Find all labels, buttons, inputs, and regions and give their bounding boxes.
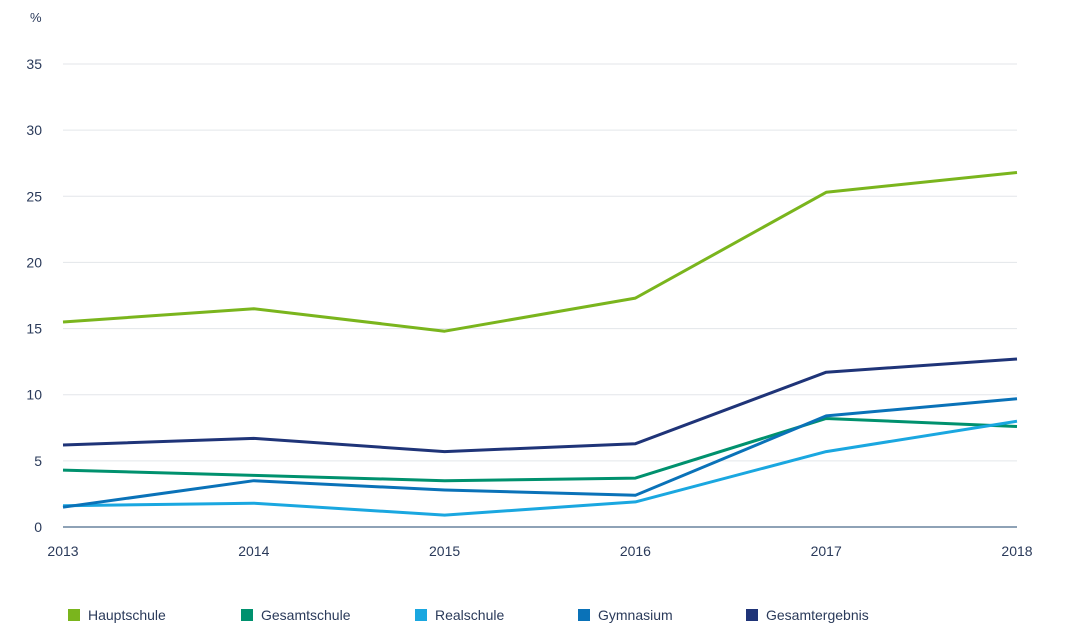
y-unit-label: % xyxy=(30,10,42,25)
series-line-gymnasium xyxy=(62,397,1018,509)
legend-item: Hauptschule xyxy=(68,607,166,623)
x-tick-label: 2018 xyxy=(1001,543,1032,559)
series-line-gesamtergebnis xyxy=(62,357,1018,454)
series-line-realschule xyxy=(62,419,1018,517)
y-tick-label: 5 xyxy=(34,453,42,469)
legend-label: Hauptschule xyxy=(88,607,166,623)
x-tick-label: 2015 xyxy=(429,543,460,559)
y-tick-label: 15 xyxy=(26,321,42,337)
series-line-gesamtschule xyxy=(62,417,1018,483)
y-tick-label: 20 xyxy=(26,254,42,270)
x-axis: 2013 2014 2015 2016 2017 2018 xyxy=(47,543,1032,559)
legend-item: Realschule xyxy=(415,607,504,623)
legend-swatch xyxy=(241,609,253,621)
series-lines xyxy=(62,171,1018,517)
legend-swatch xyxy=(415,609,427,621)
y-axis: 0 5 10 15 20 25 30 35 xyxy=(26,56,42,535)
y-tick-label: 30 xyxy=(26,122,42,138)
y-tick-label: 10 xyxy=(26,387,42,403)
x-tick-label: 2014 xyxy=(238,543,269,559)
series-line-hauptschule xyxy=(62,171,1018,333)
legend-swatch xyxy=(578,609,590,621)
legend-swatch xyxy=(746,609,758,621)
grid xyxy=(63,63,1017,528)
legend-label: Realschule xyxy=(435,607,505,623)
y-tick-label: 0 xyxy=(34,519,42,535)
legend-swatch xyxy=(68,609,80,621)
x-tick-label: 2017 xyxy=(811,543,842,559)
x-tick-label: 2016 xyxy=(620,543,651,559)
legend-label: Gymnasium xyxy=(598,607,673,623)
y-tick-label: 35 xyxy=(26,56,42,72)
legend-item: Gymnasium xyxy=(578,607,673,623)
legend-item: Gesamtergebnis xyxy=(746,607,869,623)
x-tick-label: 2013 xyxy=(47,543,78,559)
legend-label: Gesamtergebnis xyxy=(766,607,869,623)
legend-label: Gesamtschule xyxy=(261,607,351,623)
y-tick-label: 25 xyxy=(26,188,42,204)
legend-item: Gesamtschule xyxy=(241,607,350,623)
